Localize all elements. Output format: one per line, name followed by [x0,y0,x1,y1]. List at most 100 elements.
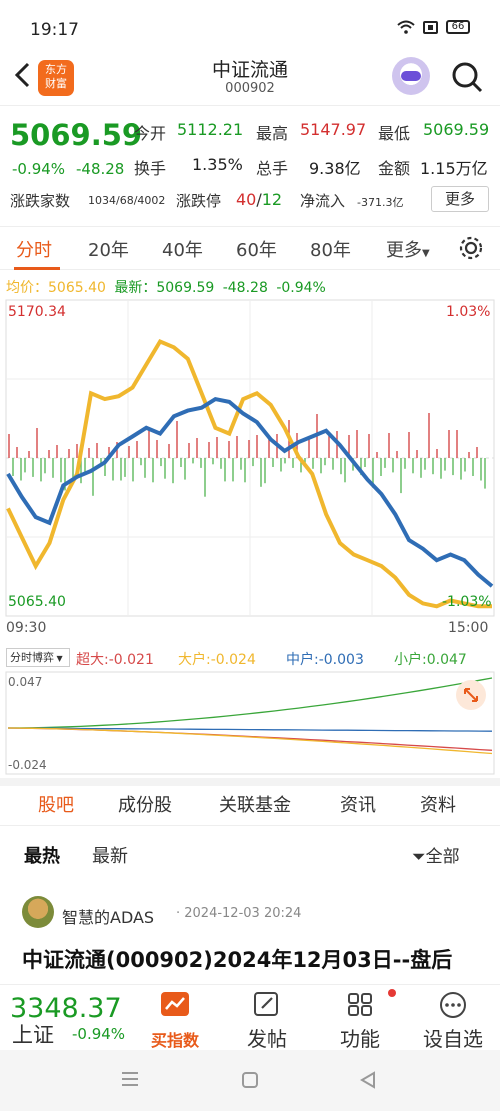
x-end-label: 15:00 [448,620,489,636]
breadth-label: 涨跌家数 [10,192,71,210]
filter-icon: ⏷ [412,847,426,867]
tab-40y[interactable]: 40年 [162,240,203,261]
sh-index-value[interactable]: 3348.37 [10,993,122,1024]
change-percent: -0.94% [12,160,66,178]
tab-60y[interactable]: 60年 [236,240,277,261]
tab-guba[interactable]: 股吧 [38,795,74,816]
sh-index-change: -0.94% [72,1025,126,1043]
breadth-value: 1034/68/4002 [88,194,166,207]
back-triangle-icon[interactable] [358,1070,378,1090]
open-value: 5112.21 [177,120,244,139]
fund-flow-svg [5,671,495,775]
expand-icon[interactable] [456,680,486,710]
menu-icon[interactable] [120,1070,140,1088]
amount-label: 金额 [378,159,411,178]
flow-type-select[interactable]: 分时博弈 ▼ [6,648,70,667]
netflow-label: 净流入 [300,192,346,210]
search-icon[interactable] [450,60,484,94]
buy-index-button[interactable]: 买指数 [140,985,210,1050]
wifi-icon [397,20,415,34]
feed-tab-latest[interactable]: 最新 [92,846,128,867]
status-bar: 19:17 66 [0,0,500,48]
super-large-label: 超大: [76,652,109,668]
post-label: 发帖 [247,1027,287,1051]
add-watchlist-button[interactable]: 设自选 [418,985,488,1051]
post-item[interactable]: 智慧的ADAS · 2024-12-03 20:24 中证流通(000902)2… [0,892,500,984]
super-large-value: -0.021 [108,652,154,668]
tab-80y[interactable]: 80年 [310,240,351,261]
assistant-robot-icon[interactable] [392,57,430,95]
fund-flow-header: 分时博弈 ▼ 超大:-0.021 大户:-0.024 中户:-0.003 小户:… [0,646,500,670]
medium-label: 中户: [286,652,319,668]
change-amount: -48.28 [76,160,125,178]
small-value: 0.047 [426,652,467,668]
large-label: 大户: [178,652,211,668]
super-large-flow: 超大:-0.021 [76,649,154,669]
back-arrow-icon[interactable] [10,60,36,90]
latest-change: -48.28 [222,280,268,296]
flow-frame [5,671,495,775]
netflow-value: -371.3亿 [357,196,404,209]
amount-value: 1.15万亿 [420,159,488,178]
medium-flow-line [7,727,493,732]
tab-20y[interactable]: 20年 [88,240,129,261]
large-flow: 大户:-0.024 [178,649,256,669]
post-author[interactable]: 智慧的ADAS [62,908,155,927]
large-flow-line [7,727,493,755]
bottom-bar: 3348.37 上证 -0.94% 买指数 发帖 功能 设自选 [0,984,500,1051]
post-button[interactable]: 发帖 [232,985,302,1051]
tab-related-funds[interactable]: 关联基金 [219,795,291,816]
system-nav-bar [0,1050,500,1111]
open-label: 今开 [134,124,167,143]
filter-button[interactable]: ⏷全部 [412,842,460,867]
flow-top-label: 0.047 [8,675,43,689]
avatar[interactable] [22,896,54,928]
turnover-value: 1.35% [192,155,243,174]
low-label: 最低 [378,124,411,143]
active-tab-indicator [14,267,60,270]
current-price: 5069.59 [10,118,143,152]
section-divider [0,778,500,786]
flow-bottom-label: -0.024 [8,758,47,772]
price-line [6,396,494,588]
intraday-chart[interactable]: 5170.34 1.03% 5065.40 -1.03% 09:30 15:00 [0,298,500,642]
avg-label: 均价： [6,280,48,296]
limit-value: 40/12 [236,190,282,209]
post-title[interactable]: 中证流通(000902)2024年12月03日--盘后 [22,948,453,972]
pct-bottom-label: -1.03% [442,594,492,610]
gear-icon[interactable] [458,235,484,261]
post-time: · 2024-12-03 20:24 [176,906,302,921]
edit-icon [254,992,278,1016]
feed-tabs: 最热 最新 ⏷全部 [0,830,500,874]
buy-index-label: 买指数 [150,1031,199,1050]
turnover-label: 换手 [134,159,167,178]
flow-type-label: 分时博弈 [10,651,54,664]
tab-constituents[interactable]: 成份股 [118,795,172,816]
tab-intraday[interactable]: 分时 [16,240,52,261]
volume-label: 总手 [256,159,289,178]
home-icon[interactable] [240,1070,260,1090]
sh-index-name[interactable]: 上证 [12,1023,54,1047]
functions-button[interactable]: 功能 [325,985,395,1051]
tab-more[interactable]: 更多▼ [386,236,430,262]
dropdown-arrow-icon: ▼ [422,248,430,259]
functions-label: 功能 [340,1027,380,1051]
more-button[interactable]: 更多 [431,186,489,212]
tab-profile[interactable]: 资料 [420,795,456,816]
page-title: 中证流通 [211,59,288,81]
sim-icon [423,20,438,34]
limit-separator: / [256,190,262,209]
low-value: 5069.59 [423,120,490,139]
status-icons: 66 [397,20,470,34]
tab-news[interactable]: 资讯 [340,795,376,816]
feed-tab-hot[interactable]: 最热 [24,846,60,867]
high-label: 最高 [256,124,289,143]
app-logo: 东方财富 [38,60,74,96]
chart-legend: 均价：5065.40 最新：5069.59 -48.28 -0.94% [6,277,326,297]
medium-value: -0.003 [318,652,364,668]
x-start-label: 09:30 [6,620,47,636]
notification-dot [388,989,396,997]
latest-label: 最新： [114,280,157,296]
limit-label: 涨跌停 [176,192,222,210]
average-price-line [6,338,492,609]
